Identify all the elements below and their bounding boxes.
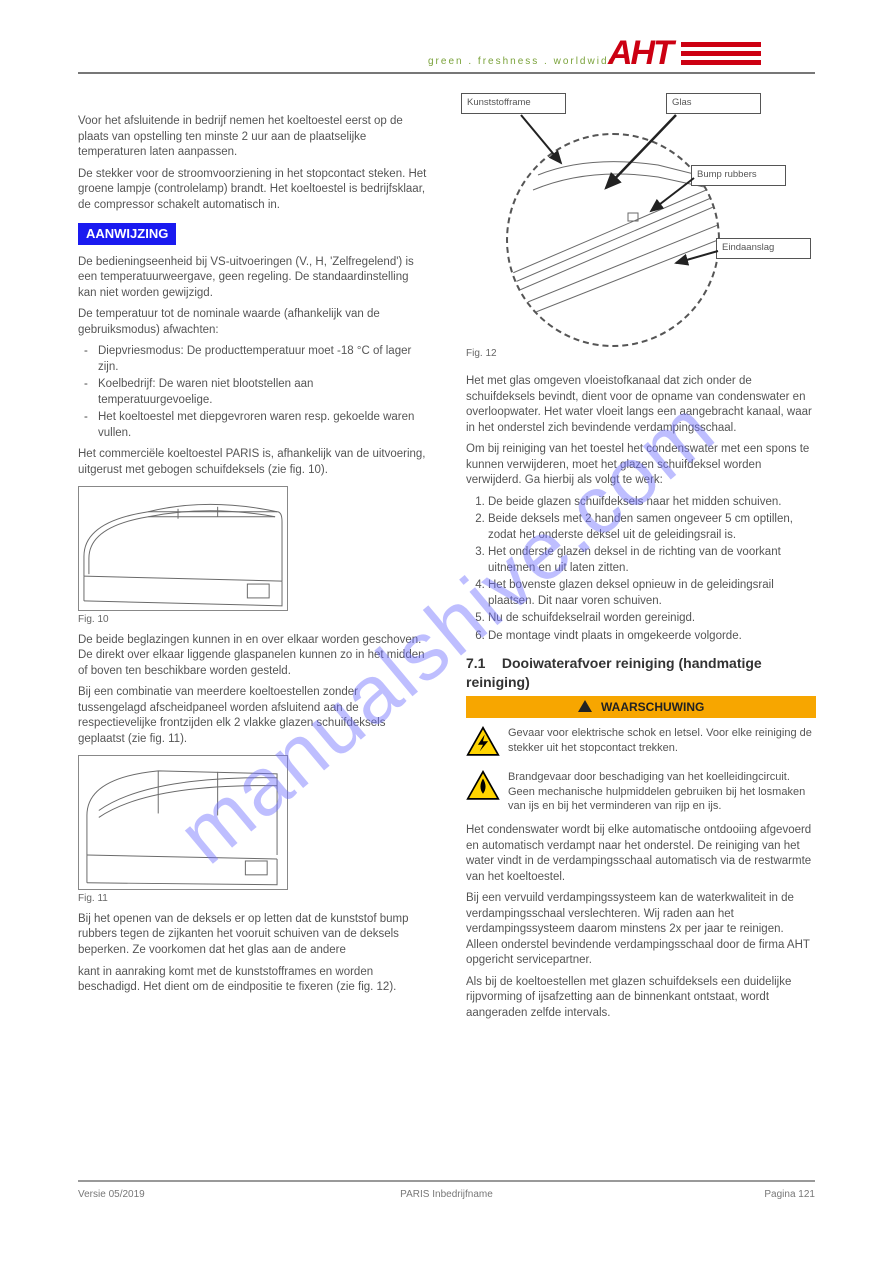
anno-label-glass: Glas: [666, 93, 761, 114]
para: De temperatuur tot de nominale waarde (a…: [78, 307, 428, 338]
para: Het met glas omgeven vloeistofkanaal dat…: [466, 374, 816, 436]
bullet-item: Koelbedrijf: De waren niet blootstellen …: [84, 377, 428, 408]
detail-circle: [506, 133, 720, 347]
para: Bij een combinatie van meerdere koeltoes…: [78, 685, 428, 747]
para: Als bij de koeltoestellen met glazen sch…: [466, 975, 816, 1022]
logo-bars-icon: [681, 38, 761, 69]
electric-hazard-icon: [466, 726, 500, 762]
section-heading: 7.1 Dooiwaterafvoer reiniging (handmatig…: [466, 654, 816, 692]
warning-triangle-icon: [578, 700, 592, 712]
figure-11: [78, 755, 288, 890]
warning-bar: WAARSCHUWING: [466, 696, 816, 718]
para: De stekker voor de stroomvoorziening in …: [78, 167, 428, 214]
header-rule: [78, 72, 815, 74]
anno-label-bump: Bump rubbers: [691, 165, 786, 186]
anno-label-endstop: Eindaanslag: [716, 238, 811, 259]
step-item: Het onderste glazen deksel in de richtin…: [488, 545, 816, 576]
para: Het condenswater wordt bij elke automati…: [466, 823, 816, 885]
bullet-item: Het koeltoestel met diepgevroren waren r…: [84, 410, 428, 441]
para: De beide beglazingen kunnen in en over e…: [78, 633, 428, 680]
para: Om bij reiniging van het toestel het con…: [466, 442, 816, 489]
para: Bij het openen van de deksels er op lett…: [78, 912, 428, 959]
page: green . freshness . worldwide AHT Voor h…: [78, 48, 815, 1200]
warning-title: WAARSCHUWING: [601, 700, 704, 714]
figure-caption: Fig. 12: [466, 347, 497, 361]
figure-10: [78, 486, 288, 611]
anno-label-frame: Kunststofframe: [461, 93, 566, 114]
warning-text: Brandgevaar door beschadiging van het ko…: [508, 770, 816, 813]
para: Het commerciële koeltoestel PARIS is, af…: [78, 447, 428, 478]
left-column: Voor het afsluitende in bedrijf nemen he…: [78, 108, 428, 1002]
para: Voor het afsluitende in bedrijf nemen he…: [78, 114, 428, 161]
step-item: De beide glazen schuifdeksels naar het m…: [488, 495, 816, 511]
header-logo: AHT: [608, 34, 813, 68]
freezer-sketch-icon: [79, 756, 287, 890]
step-item: De montage vindt plaats in omgekeerde vo…: [488, 629, 816, 645]
warning-row: Gevaar voor elektrische schok en letsel.…: [466, 726, 816, 762]
para: De bedieningseenheid bij VS-uitvoeringen…: [78, 255, 428, 302]
footer-version: Versie 05/2019: [78, 1189, 145, 1200]
fire-hazard-icon: [466, 770, 500, 806]
step-item: Beide deksels met 2 handen samen ongevee…: [488, 512, 816, 543]
para: Bij een vervuild verdampingssysteem kan …: [466, 891, 816, 969]
logo-text: AHT: [608, 34, 672, 73]
footer-rule: [78, 1180, 815, 1182]
notice-badge: AANWIJZING: [78, 223, 176, 245]
figure-12: Kunststofframe Glas Bump rubbers Eindaan…: [466, 93, 816, 348]
figure-caption: Fig. 11: [78, 892, 428, 906]
warning-text: Gevaar voor elektrische schok en letsel.…: [508, 726, 816, 755]
freezer-sketch-icon: [79, 487, 287, 611]
section-number: 7.1: [466, 654, 498, 673]
footer-section: PARIS Inbedrijfname: [400, 1189, 493, 1200]
para: kant in aanraking komt met de kunststoff…: [78, 965, 428, 996]
section-title: Dooiwaterafvoer reiniging (handmatige re…: [466, 655, 762, 690]
header-tagline: green . freshness . worldwide: [428, 56, 616, 67]
bullet-item: Diepvriesmodus: De producttemperatuur mo…: [84, 344, 428, 375]
step-item: Het bovenste glazen deksel opnieuw in de…: [488, 578, 816, 609]
rail-detail-icon: [508, 135, 718, 345]
warning-row: Brandgevaar door beschadiging van het ko…: [466, 770, 816, 813]
right-column: Kunststofframe Glas Bump rubbers Eindaan…: [466, 93, 816, 1027]
figure-caption: Fig. 10: [78, 613, 428, 627]
step-list: De beide glazen schuifdeksels naar het m…: [470, 495, 816, 645]
footer-page: Pagina 121: [764, 1189, 815, 1200]
bullet-list: Diepvriesmodus: De producttemperatuur mo…: [84, 344, 428, 441]
step-item: Nu de schuifdekselrail worden gereinigd.: [488, 611, 816, 627]
